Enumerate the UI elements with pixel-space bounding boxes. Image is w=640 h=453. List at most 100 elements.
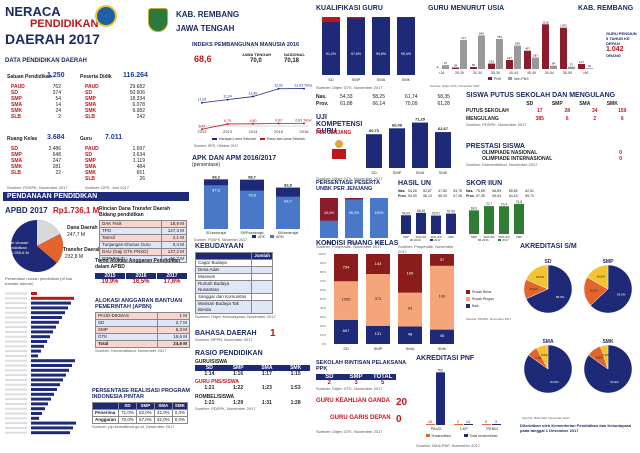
usia-cat: 35-39 xyxy=(491,71,500,75)
rincian-row: Tunjangan Khusus Guru 0,4 M xyxy=(98,241,187,249)
kondisi-legend-swatch xyxy=(466,290,470,294)
rasio-rombel-value: 1:29 xyxy=(233,400,244,406)
pnf-tidak-label: 752 xyxy=(437,368,443,372)
urusan-bar xyxy=(31,392,54,396)
ipm-ratarata-label: 6,83 Tahun xyxy=(295,118,312,122)
akr-smp-label: 63,0% xyxy=(617,293,626,297)
ruang-row: SMP 648 xyxy=(11,152,61,158)
trend-year: 2017 xyxy=(157,273,187,279)
ruang-value: 648 xyxy=(52,152,61,158)
urusan-label-placeholder xyxy=(5,417,27,420)
satuan-key: SMA xyxy=(11,102,23,108)
ukg-cat: SMP xyxy=(393,170,402,175)
urusan-label-placeholder xyxy=(5,302,27,305)
trend-value: 16,5% xyxy=(132,279,150,285)
kualifikasi-label: 99,4% xyxy=(401,52,411,56)
pnf-tidak-bar xyxy=(436,372,445,425)
kebudayaan-row: Desa Adat xyxy=(194,266,273,274)
pnf-legend-2: Tidak terakreditasi xyxy=(469,434,498,438)
ukg-title2: PER JENJANG xyxy=(316,130,352,136)
putus-value: 28 xyxy=(564,108,571,114)
kualifikasi-bar xyxy=(397,17,415,75)
ukg-title: UJI KOMPETENSI GURU xyxy=(316,114,363,135)
iiun-prov-value: 69,71 xyxy=(525,194,534,198)
pip-col: SMP xyxy=(135,402,155,410)
usia-nonpns-label: 585 xyxy=(515,42,520,46)
usia-pns-label: 2 xyxy=(437,65,439,69)
usia-pns-label: 457 xyxy=(525,47,530,51)
satuan-row: SMP 54 xyxy=(11,96,61,102)
usia-cat: 50-54 xyxy=(545,71,554,75)
urusan-label-placeholder xyxy=(5,388,27,391)
guru-row: SD 3.634 xyxy=(85,152,145,158)
urusan-bars xyxy=(3,290,88,450)
kebudayaan-title: KEBUDAYAAN xyxy=(195,243,244,250)
peserta-value: 6.078 xyxy=(132,102,145,108)
iiun-legend-1: 2016 xyxy=(482,238,489,242)
putus-col: SMA xyxy=(579,101,591,107)
kebudayaan-item: Desa Adat xyxy=(194,266,253,274)
hasil-un-title: HASIL UN xyxy=(398,180,431,187)
un-prov-values: 54,00 56,13 55,30 57,06 xyxy=(408,194,462,198)
kualifikasi-bar xyxy=(347,18,365,75)
ipm-ratarata-label: 6,82 xyxy=(275,119,282,123)
ulang-values: 385 6 2 6 xyxy=(526,116,636,122)
usia-cat: 55-59 xyxy=(563,71,572,75)
kualifikasi-cat: SMP xyxy=(352,77,361,82)
pip-cell: 0,0% xyxy=(171,409,189,417)
guru-siswa-label: GURU/SISWA xyxy=(195,359,228,365)
kualifikasi-bar-chart: 91,2% SD 97,5% SMP 99,8% SMA 99,4% SMK xyxy=(322,17,415,82)
un-prov-value: 55,30 xyxy=(438,194,447,198)
rasio-guru-value: 1:15 xyxy=(290,371,301,377)
prestasi-row: OLIMPIADE NASIONAL 0 xyxy=(482,150,622,156)
apk-label: 99,3 xyxy=(212,174,221,179)
kondisi-y-tick: 50% xyxy=(320,297,326,301)
iiun-prov-value: 66,94 xyxy=(492,194,502,198)
ukg-section: Nas. Prov. 54,33 58,25 61,74 58,35 61,88 66,… xyxy=(316,92,456,182)
rincian-row: DAK Fisik 18,9 M xyxy=(98,220,187,228)
pensiun-box: GURU PENSIUN 5 TAHUN KE DEPAN 1.042 ORAN… xyxy=(606,31,638,58)
ruang-row: SLB 22 xyxy=(11,170,61,176)
pip-cell: 71,0% xyxy=(118,409,137,417)
ruang-key: SMA xyxy=(11,158,23,164)
pip-row-label: Penerima xyxy=(91,409,120,417)
unbk-bar xyxy=(370,198,388,238)
trend-section: Trend Alokasi Anggaran Pendidikan dalam … xyxy=(95,258,190,285)
alokasi-key: PAUD-DIKMAS xyxy=(95,312,158,320)
rincian-key: DAU (Gaji GTK PNSD) xyxy=(98,248,163,256)
keahlian-section: GURU KEAHLIAN GANDA 20 xyxy=(316,397,416,408)
ipm-source: Sumber: BPS, Oktober 2017 xyxy=(194,144,238,148)
ipm-title: INDEKS PEMBANGUNAN MANUSIA 2016 xyxy=(192,42,300,48)
rintisan-value: 3 xyxy=(354,380,358,386)
urusan-bar xyxy=(31,421,76,425)
urusan-label-placeholder xyxy=(5,316,27,319)
ulang-value: 6 xyxy=(620,116,624,122)
usia-pns-label: 50 xyxy=(472,63,476,67)
ukg-bar xyxy=(389,128,405,168)
ulang-value: 2 xyxy=(593,116,597,122)
transfer-value: 232,8 M xyxy=(65,254,84,260)
pip-row: Penerima 71,0% 52,0% 42,0% 0,0% xyxy=(91,409,189,417)
un-bar xyxy=(401,215,411,234)
urusan-bar xyxy=(31,335,50,339)
urusan-label-placeholder xyxy=(5,354,27,357)
akr-smk-label: 9,9% xyxy=(596,355,603,359)
keahlian-title: GURU KEAHLIAN GANDA xyxy=(316,398,390,404)
iiun-label: 70,4 xyxy=(501,202,507,206)
akr-sd-label: 18,5% xyxy=(536,275,545,279)
satuan-label: Satuan Pendidikan xyxy=(7,74,52,80)
peserta-key: SMP xyxy=(85,96,96,102)
pnf-legend-1: Terakreditasi xyxy=(431,434,451,438)
unbk-cat: SMA xyxy=(350,240,359,244)
kondisi-ringan-bar xyxy=(334,281,358,320)
ukg-label: 66,08 xyxy=(392,122,403,127)
akr-smk-label: 84,9% xyxy=(610,380,619,384)
urusan-bar xyxy=(31,306,68,310)
rasio-guru-pns: 1:21 1:22 1:23 1:53 xyxy=(195,385,310,391)
data-pendidikan-source-2: Sumber: DPS, Juni 2017 xyxy=(85,185,130,190)
usia-nonpns-bar xyxy=(514,45,521,69)
urusan-label-placeholder xyxy=(5,398,27,401)
ruang-total: 3.684 xyxy=(47,134,65,141)
prestasi-list: OLIMPIADE NASIONAL 0 OLIMPIADE INTERNASION… xyxy=(482,150,636,162)
guru-row: SMA 484 xyxy=(85,164,145,170)
